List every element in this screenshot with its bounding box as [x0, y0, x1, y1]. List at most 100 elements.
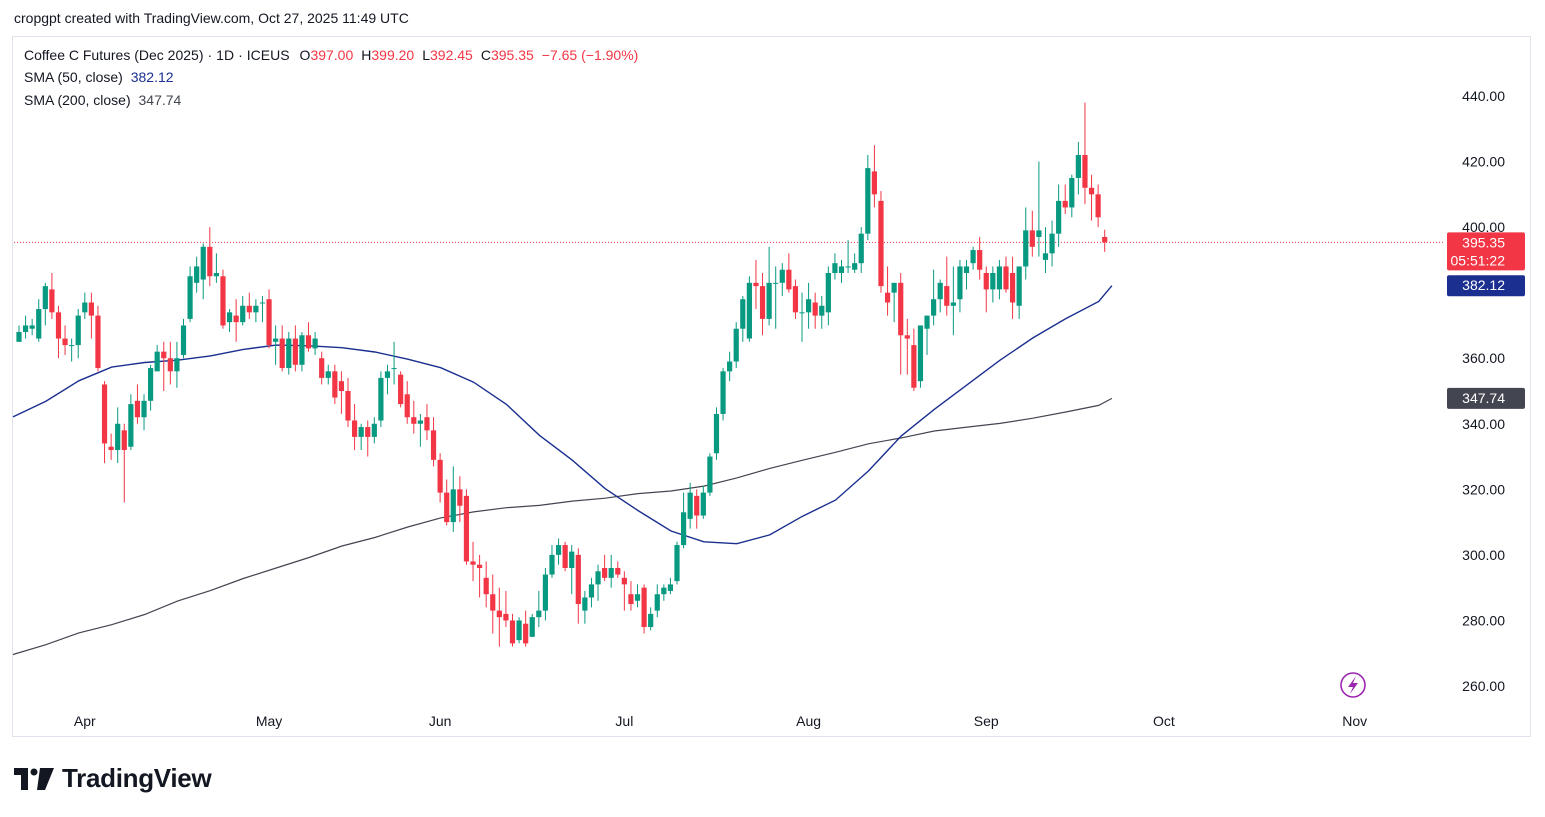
candle[interactable] — [865, 155, 871, 241]
candle[interactable] — [977, 236, 983, 280]
candle[interactable] — [713, 407, 720, 460]
candle[interactable] — [115, 407, 121, 464]
candle[interactable] — [871, 145, 877, 208]
candle[interactable] — [674, 541, 680, 585]
candle[interactable] — [687, 482, 693, 529]
candle[interactable] — [220, 269, 226, 329]
candle[interactable] — [832, 253, 838, 280]
candle[interactable] — [226, 309, 233, 332]
candle[interactable] — [812, 292, 818, 329]
candle[interactable] — [628, 581, 634, 611]
candle[interactable] — [766, 246, 772, 326]
candle[interactable] — [292, 325, 298, 372]
candle[interactable] — [207, 227, 213, 287]
candle[interactable] — [470, 541, 476, 582]
candle[interactable] — [240, 295, 246, 326]
candle[interactable] — [154, 345, 160, 372]
candle[interactable] — [233, 299, 239, 342]
legend-sma50[interactable]: SMA (50, close) 382.12 — [24, 69, 174, 85]
candle[interactable] — [503, 590, 509, 627]
candle[interactable] — [595, 564, 601, 601]
candle[interactable] — [858, 227, 864, 273]
candle[interactable] — [917, 325, 924, 388]
candle[interactable] — [661, 584, 667, 601]
candle[interactable] — [450, 466, 456, 532]
candle[interactable] — [575, 548, 581, 624]
candle[interactable] — [1023, 207, 1029, 280]
candle[interactable] — [279, 325, 285, 372]
candle[interactable] — [398, 371, 404, 408]
candle[interactable] — [371, 417, 377, 444]
candle[interactable] — [391, 341, 397, 385]
candle[interactable] — [437, 453, 443, 503]
last-price-tag[interactable]: 395.35 05:51:22 — [1447, 232, 1525, 271]
candle[interactable] — [134, 384, 141, 424]
candle[interactable] — [792, 279, 799, 319]
candle[interactable] — [1069, 174, 1075, 218]
candle[interactable] — [62, 325, 68, 355]
candle[interactable] — [727, 351, 733, 382]
symbol-name[interactable]: Coffee C Futures (Dec 2025) — [24, 47, 204, 63]
candle[interactable] — [200, 243, 206, 300]
candle[interactable] — [457, 476, 463, 523]
candle[interactable] — [562, 541, 568, 572]
candle[interactable] — [838, 259, 845, 283]
candle[interactable] — [779, 263, 785, 296]
candle[interactable] — [536, 590, 542, 627]
candle[interactable] — [194, 256, 200, 293]
candle[interactable] — [417, 413, 423, 447]
candle[interactable] — [950, 266, 956, 336]
candle[interactable] — [904, 318, 910, 375]
candle[interactable] — [759, 273, 766, 336]
candle[interactable] — [615, 561, 621, 578]
candle[interactable] — [358, 423, 364, 450]
candle[interactable] — [996, 259, 1003, 300]
candle[interactable] — [161, 341, 167, 391]
candle[interactable] — [700, 486, 706, 519]
candle[interactable] — [174, 341, 180, 388]
candle[interactable] — [1036, 161, 1042, 257]
candle[interactable] — [1016, 266, 1022, 319]
candle[interactable] — [694, 489, 700, 529]
candle[interactable] — [634, 584, 641, 608]
candle[interactable] — [180, 318, 187, 359]
candle[interactable] — [378, 371, 384, 428]
candle[interactable] — [542, 568, 548, 621]
candle[interactable] — [523, 610, 529, 647]
candle[interactable] — [167, 341, 173, 385]
candle[interactable] — [1029, 210, 1035, 257]
candle[interactable] — [944, 256, 950, 316]
candle[interactable] — [1003, 256, 1009, 293]
candle[interactable] — [1082, 102, 1088, 205]
candle[interactable] — [312, 332, 318, 355]
candle[interactable] — [299, 332, 305, 372]
candle[interactable] — [963, 259, 970, 290]
candle[interactable] — [990, 266, 996, 303]
candle[interactable] — [884, 266, 891, 316]
candle[interactable] — [957, 259, 963, 313]
candle[interactable] — [266, 289, 272, 349]
candle[interactable] — [740, 295, 746, 342]
candle[interactable] — [42, 282, 48, 326]
candle[interactable] — [384, 364, 391, 395]
candle[interactable] — [555, 538, 562, 565]
candle[interactable] — [141, 394, 147, 431]
candle[interactable] — [602, 554, 608, 582]
candle[interactable] — [621, 571, 627, 611]
candle[interactable] — [549, 545, 555, 578]
candle[interactable] — [786, 253, 792, 293]
candle[interactable] — [891, 282, 897, 323]
candle[interactable] — [213, 253, 219, 283]
candle[interactable] — [806, 282, 812, 329]
candle[interactable] — [911, 328, 917, 391]
tradingview-logo[interactable]: TradingView — [14, 763, 212, 794]
candle[interactable] — [95, 305, 101, 372]
candle[interactable] — [588, 577, 595, 608]
candle[interactable] — [608, 554, 614, 588]
sma50-line[interactable] — [12, 285, 1113, 545]
candle[interactable] — [477, 554, 483, 598]
candle[interactable] — [931, 269, 937, 326]
candle[interactable] — [121, 423, 127, 503]
candle[interactable] — [463, 489, 470, 565]
